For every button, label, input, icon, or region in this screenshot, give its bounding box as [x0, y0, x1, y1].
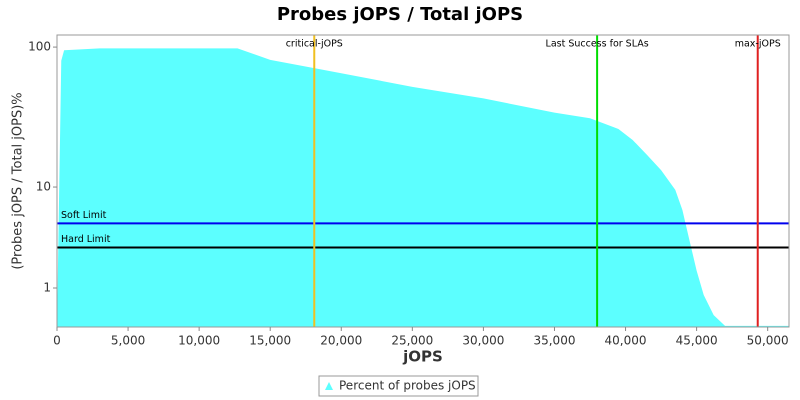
plot-area [57, 35, 789, 327]
vertical-line-label: max-jOPS [735, 39, 781, 50]
x-tick-label: 5,000 [111, 334, 145, 348]
x-tick-label: 30,000 [462, 334, 504, 348]
legend: Percent of probes jOPS [318, 375, 479, 397]
x-tick-label: 40,000 [605, 334, 647, 348]
x-tick-label: 15,000 [249, 334, 291, 348]
horizontal-line-label: Hard Limit [61, 234, 111, 245]
y-tick-label: 10 [36, 180, 51, 194]
x-tick-label: 25,000 [391, 334, 433, 348]
vertical-line-label: Last Success for SLAs [546, 39, 649, 50]
x-tick-label: 45,000 [676, 334, 718, 348]
legend-box [318, 375, 479, 397]
x-tick-label: 35,000 [533, 334, 575, 348]
area [57, 48, 789, 327]
vertical-line-label: critical-jOPS [286, 39, 343, 50]
legend-marker [325, 382, 333, 390]
chart-title: Probes jOPS / Total jOPS [277, 4, 523, 25]
plot-frame [56, 34, 790, 328]
x-tick-label: 50,000 [747, 334, 789, 348]
x-tick-label: 10,000 [178, 334, 220, 348]
y-tick-label: 1 [43, 280, 51, 294]
y-tick-label: 100 [28, 40, 51, 54]
x-tick-label: 0 [53, 334, 61, 348]
legend-label: Percent of probes jOPS [339, 379, 476, 393]
y-axis-title: (Probes jOPS / Total jOPS)% [11, 92, 26, 269]
horizontal-line-label: Soft Limit [61, 210, 107, 221]
x-tick-label: 20,000 [320, 334, 362, 348]
x-axis-title: jOPS [402, 348, 443, 366]
